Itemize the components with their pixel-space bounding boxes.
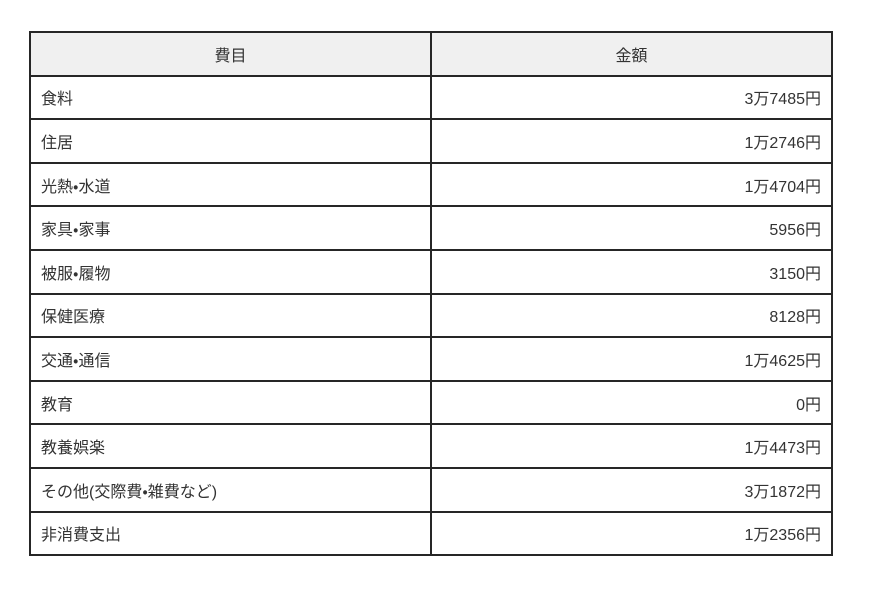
item-cell: 非消費支出 [29,510,432,557]
amount-cell: 1万4625円 [430,336,833,382]
table-row: 保健医療 8128円 [29,292,833,339]
expense-table: 費目 金額 食料 3万7485円 住居 1万2746円 光熱・水道 1万4704… [29,31,833,557]
item-cell: 家具・家事 [29,205,432,251]
amount-cell: 8128円 [430,292,833,339]
amount-cell: 3万1872円 [430,466,833,513]
table-row: 光熱・水道 1万4704円 [29,161,833,208]
amount-cell: 1万2746円 [430,118,833,164]
table-row: 家具・家事 5956円 [29,205,833,251]
table-row: その他(交際費・雑費など) 3万1872円 [29,466,833,513]
item-cell: 被服・履物 [29,248,432,295]
item-cell: 保健医療 [29,292,432,339]
table-row: 食料 3万7485円 [29,74,833,121]
amount-cell: 3150円 [430,248,833,295]
table-row: 交通・通信 1万4625円 [29,336,833,382]
header-row: 費目 金額 [29,31,833,77]
item-cell: 光熱・水道 [29,161,432,208]
item-cell: 食料 [29,74,432,121]
amount-cell: 5956円 [430,205,833,251]
expense-table-container: 費目 金額 食料 3万7485円 住居 1万2746円 光熱・水道 1万4704… [29,31,833,557]
item-cell: 教養娯楽 [29,423,432,469]
table-row: 教養娯楽 1万4473円 [29,423,833,469]
item-cell: 交通・通信 [29,336,432,382]
table-row: 教育 0円 [29,379,833,426]
table-row: 被服・履物 3150円 [29,248,833,295]
amount-cell: 1万2356円 [430,510,833,557]
item-cell: 住居 [29,118,432,164]
amount-cell: 3万7485円 [430,74,833,121]
amount-cell: 1万4473円 [430,423,833,469]
header-amount: 金額 [430,31,833,77]
amount-cell: 0円 [430,379,833,426]
table-row: 非消費支出 1万2356円 [29,510,833,557]
table-row: 住居 1万2746円 [29,118,833,164]
header-item: 費目 [29,31,432,77]
item-cell: 教育 [29,379,432,426]
item-cell: その他(交際費・雑費など) [29,466,432,513]
amount-cell: 1万4704円 [430,161,833,208]
